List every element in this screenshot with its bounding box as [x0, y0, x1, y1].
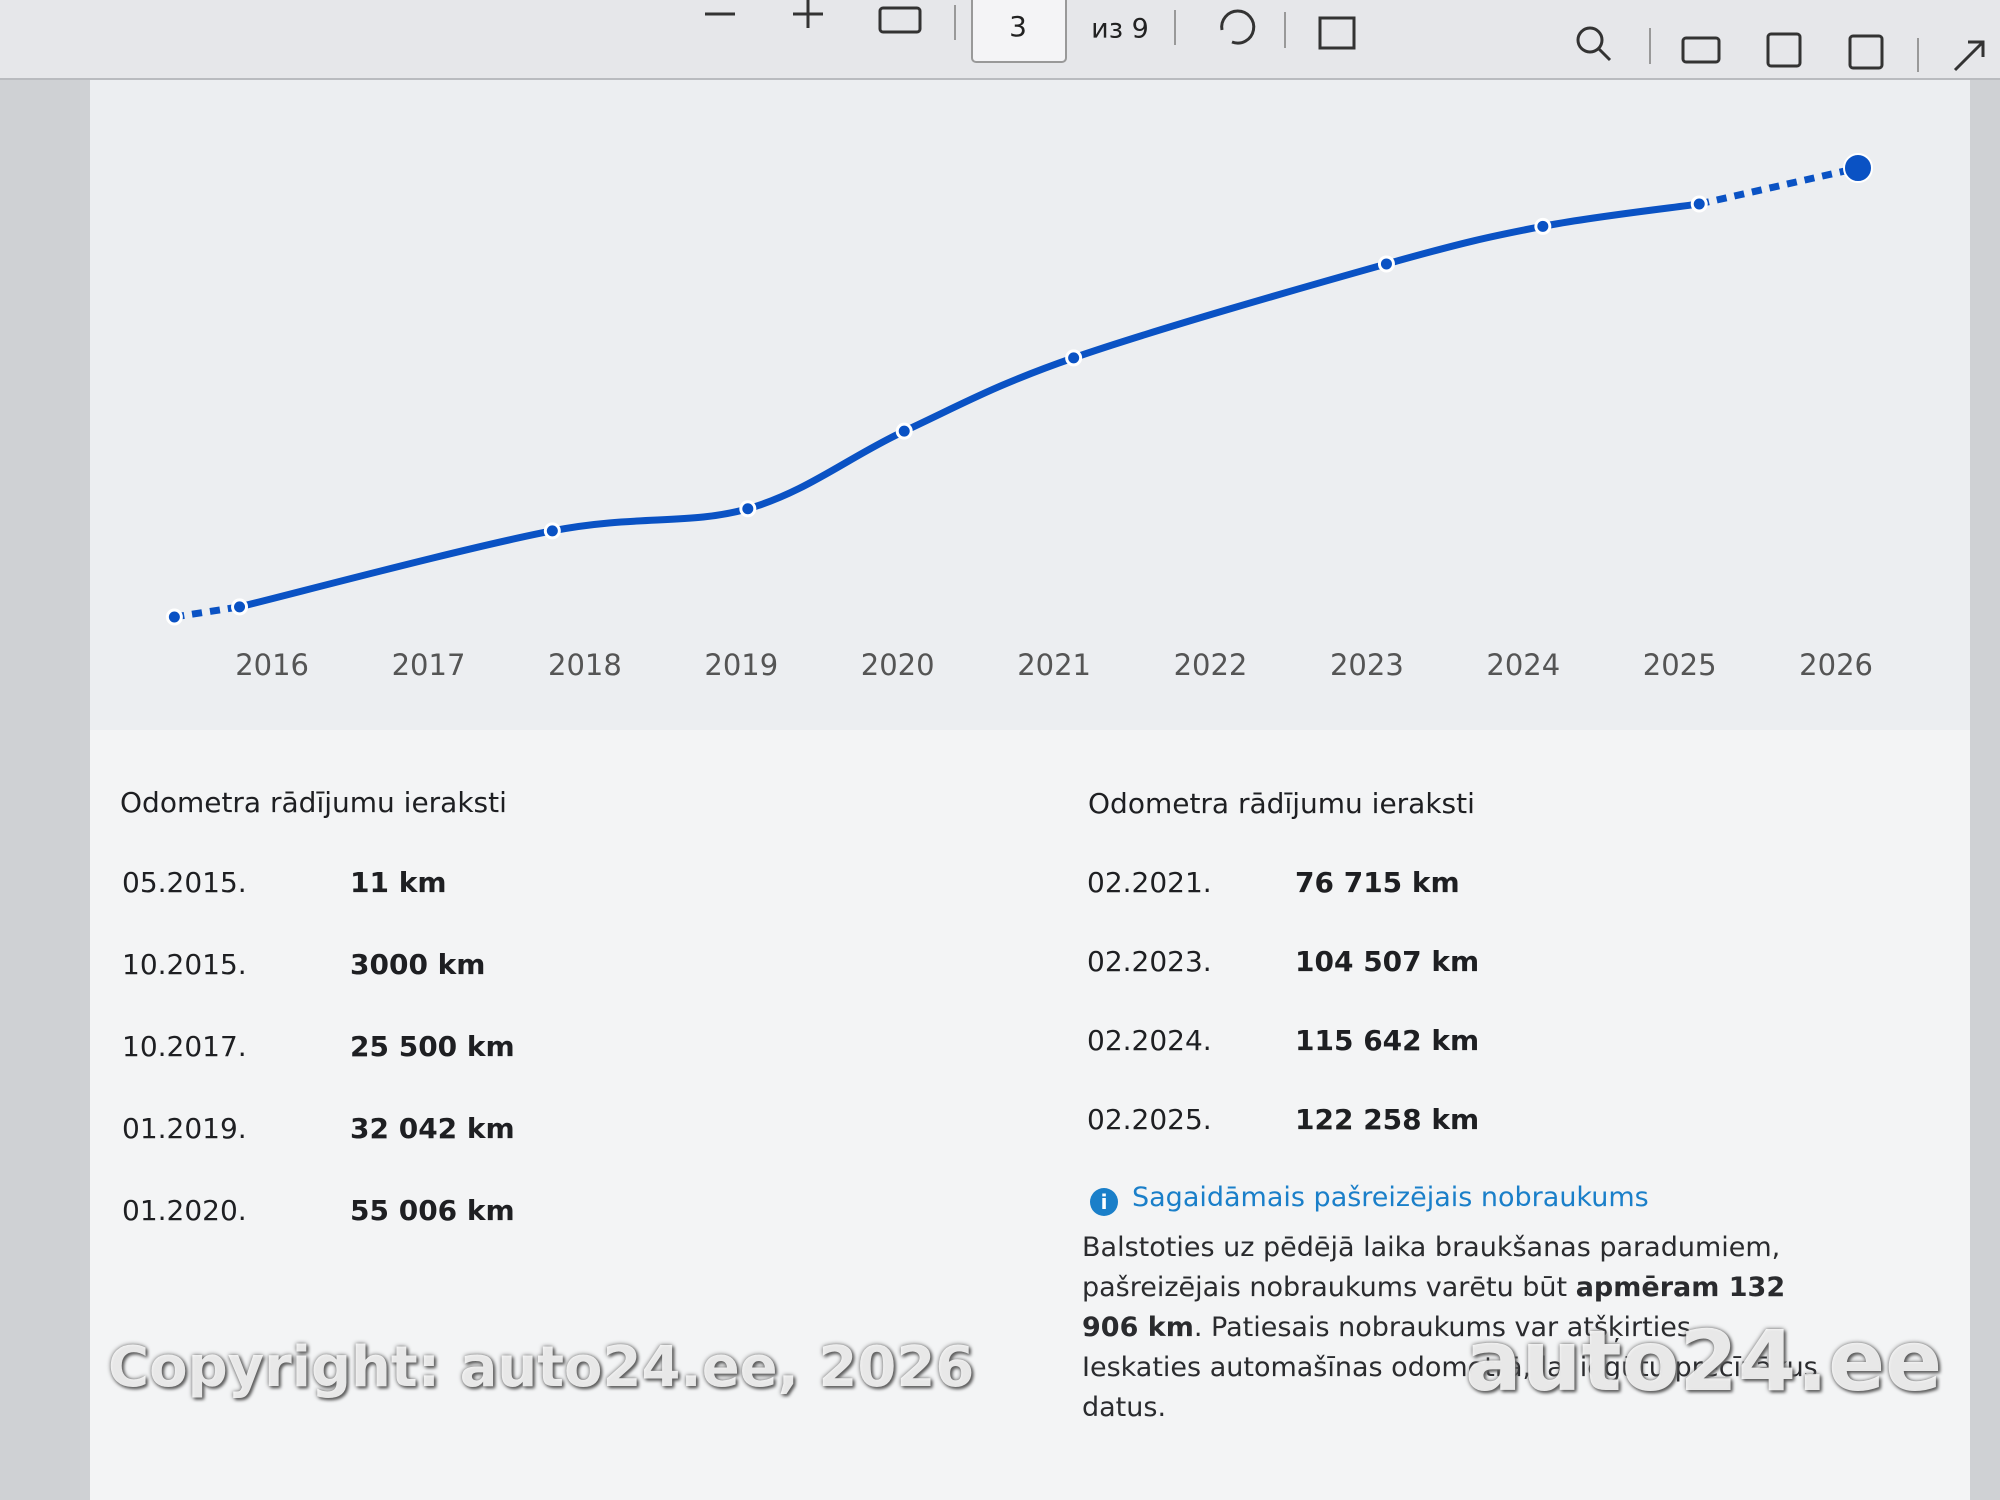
- x-tick-label: 2019: [704, 648, 778, 682]
- data-point: [1534, 217, 1552, 235]
- estimate-text: Balstoties uz pēdējā laika braukšanas pa…: [1082, 1228, 1822, 1428]
- record-mileage: 11 km: [350, 866, 447, 899]
- data-point: [231, 598, 249, 616]
- fit-width[interactable]: [878, 6, 922, 34]
- page-number: 3: [1009, 10, 1027, 43]
- record-date: 02.2025.: [1087, 1103, 1212, 1136]
- projected-point: [1843, 153, 1873, 183]
- page-count: из 9: [1091, 14, 1149, 45]
- zoom-in[interactable]: [793, 0, 823, 28]
- data-point: [739, 500, 757, 518]
- text: . Patiesais nobraukums var atšķirties. I…: [1082, 1312, 1818, 1423]
- data-point: [1377, 255, 1395, 273]
- record-mileage: 55 006 km: [350, 1194, 515, 1227]
- record-mileage: 122 258 km: [1295, 1103, 1480, 1136]
- record-mileage: 104 507 km: [1295, 945, 1480, 978]
- data-point: [1690, 195, 1708, 213]
- record-date: 01.2019.: [122, 1112, 247, 1145]
- line-projected: [1698, 164, 1859, 208]
- x-tick-label: 2016: [235, 648, 309, 682]
- record-mileage: 115 642 km: [1295, 1024, 1480, 1057]
- x-tick-label: 2020: [861, 648, 935, 682]
- record-date: 02.2024.: [1087, 1024, 1212, 1057]
- page-input[interactable]: [971, 0, 1067, 63]
- print[interactable]: [1681, 36, 1721, 64]
- line: [236, 200, 1703, 611]
- records-title: Odometra rādījumu ieraksti: [120, 786, 507, 819]
- watermark: Copyright: auto24.ee, 2026: [108, 1335, 975, 1400]
- x-tick-label: 2021: [1017, 648, 1091, 682]
- record-date: 05.2015.: [122, 866, 247, 899]
- toolbar-icons: 3 из 9: [705, 0, 1985, 72]
- data-point: [1065, 349, 1083, 367]
- record-date: 02.2021.: [1087, 866, 1212, 899]
- record-date: 02.2023.: [1087, 945, 1212, 978]
- record-date: 10.2017.: [122, 1030, 247, 1063]
- page-view[interactable]: [1318, 16, 1356, 50]
- svg-text:i: i: [1101, 1190, 1108, 1214]
- estimate-heading: Sagaidāmais pašreizējais nobraukums: [1132, 1182, 1649, 1213]
- line-dashed: [173, 603, 241, 621]
- record-date: 10.2015.: [122, 948, 247, 981]
- search[interactable]: [1576, 26, 1612, 62]
- estimate-value: apmēram 132 906 km: [1082, 1272, 1786, 1343]
- x-tick-label: 2022: [1174, 648, 1248, 682]
- watermark: auto24.ee: [1465, 1312, 1943, 1410]
- chart-area: [90, 80, 1970, 730]
- x-tick-label: 2023: [1330, 648, 1404, 682]
- record-date: 01.2020.: [122, 1194, 247, 1227]
- record-mileage: 3000 km: [350, 948, 486, 981]
- chart: 2016 2017 2018 2019 2020 2021 2022 2023 2024 2025…: [165, 153, 1873, 682]
- x-tick-label: 2017: [392, 648, 466, 682]
- data-point: [165, 608, 183, 626]
- text: Balstoties uz pēdējā laika braukšanas pa…: [1082, 1232, 1781, 1303]
- toolbar: 3 из 9: [0, 0, 2000, 80]
- save[interactable]: [1766, 32, 1802, 68]
- data-point: [543, 522, 561, 540]
- x-tick-label: 2025: [1643, 648, 1717, 682]
- fullscreen[interactable]: [1953, 40, 1985, 72]
- record-mileage: 32 042 km: [350, 1112, 515, 1145]
- record-mileage: 76 715 km: [1295, 866, 1460, 899]
- record-mileage: 25 500 km: [350, 1030, 515, 1063]
- data-point: [895, 422, 913, 440]
- x-tick-label: 2026: [1799, 648, 1873, 682]
- x-tick-label: 2018: [548, 648, 622, 682]
- info-icon: i: [1090, 1188, 1118, 1216]
- save-as[interactable]: [1848, 34, 1884, 70]
- records-title: Odometra rādījumu ieraksti: [1088, 787, 1475, 820]
- rotate[interactable]: [1220, 9, 1256, 45]
- x-tick-label: 2024: [1486, 648, 1560, 682]
